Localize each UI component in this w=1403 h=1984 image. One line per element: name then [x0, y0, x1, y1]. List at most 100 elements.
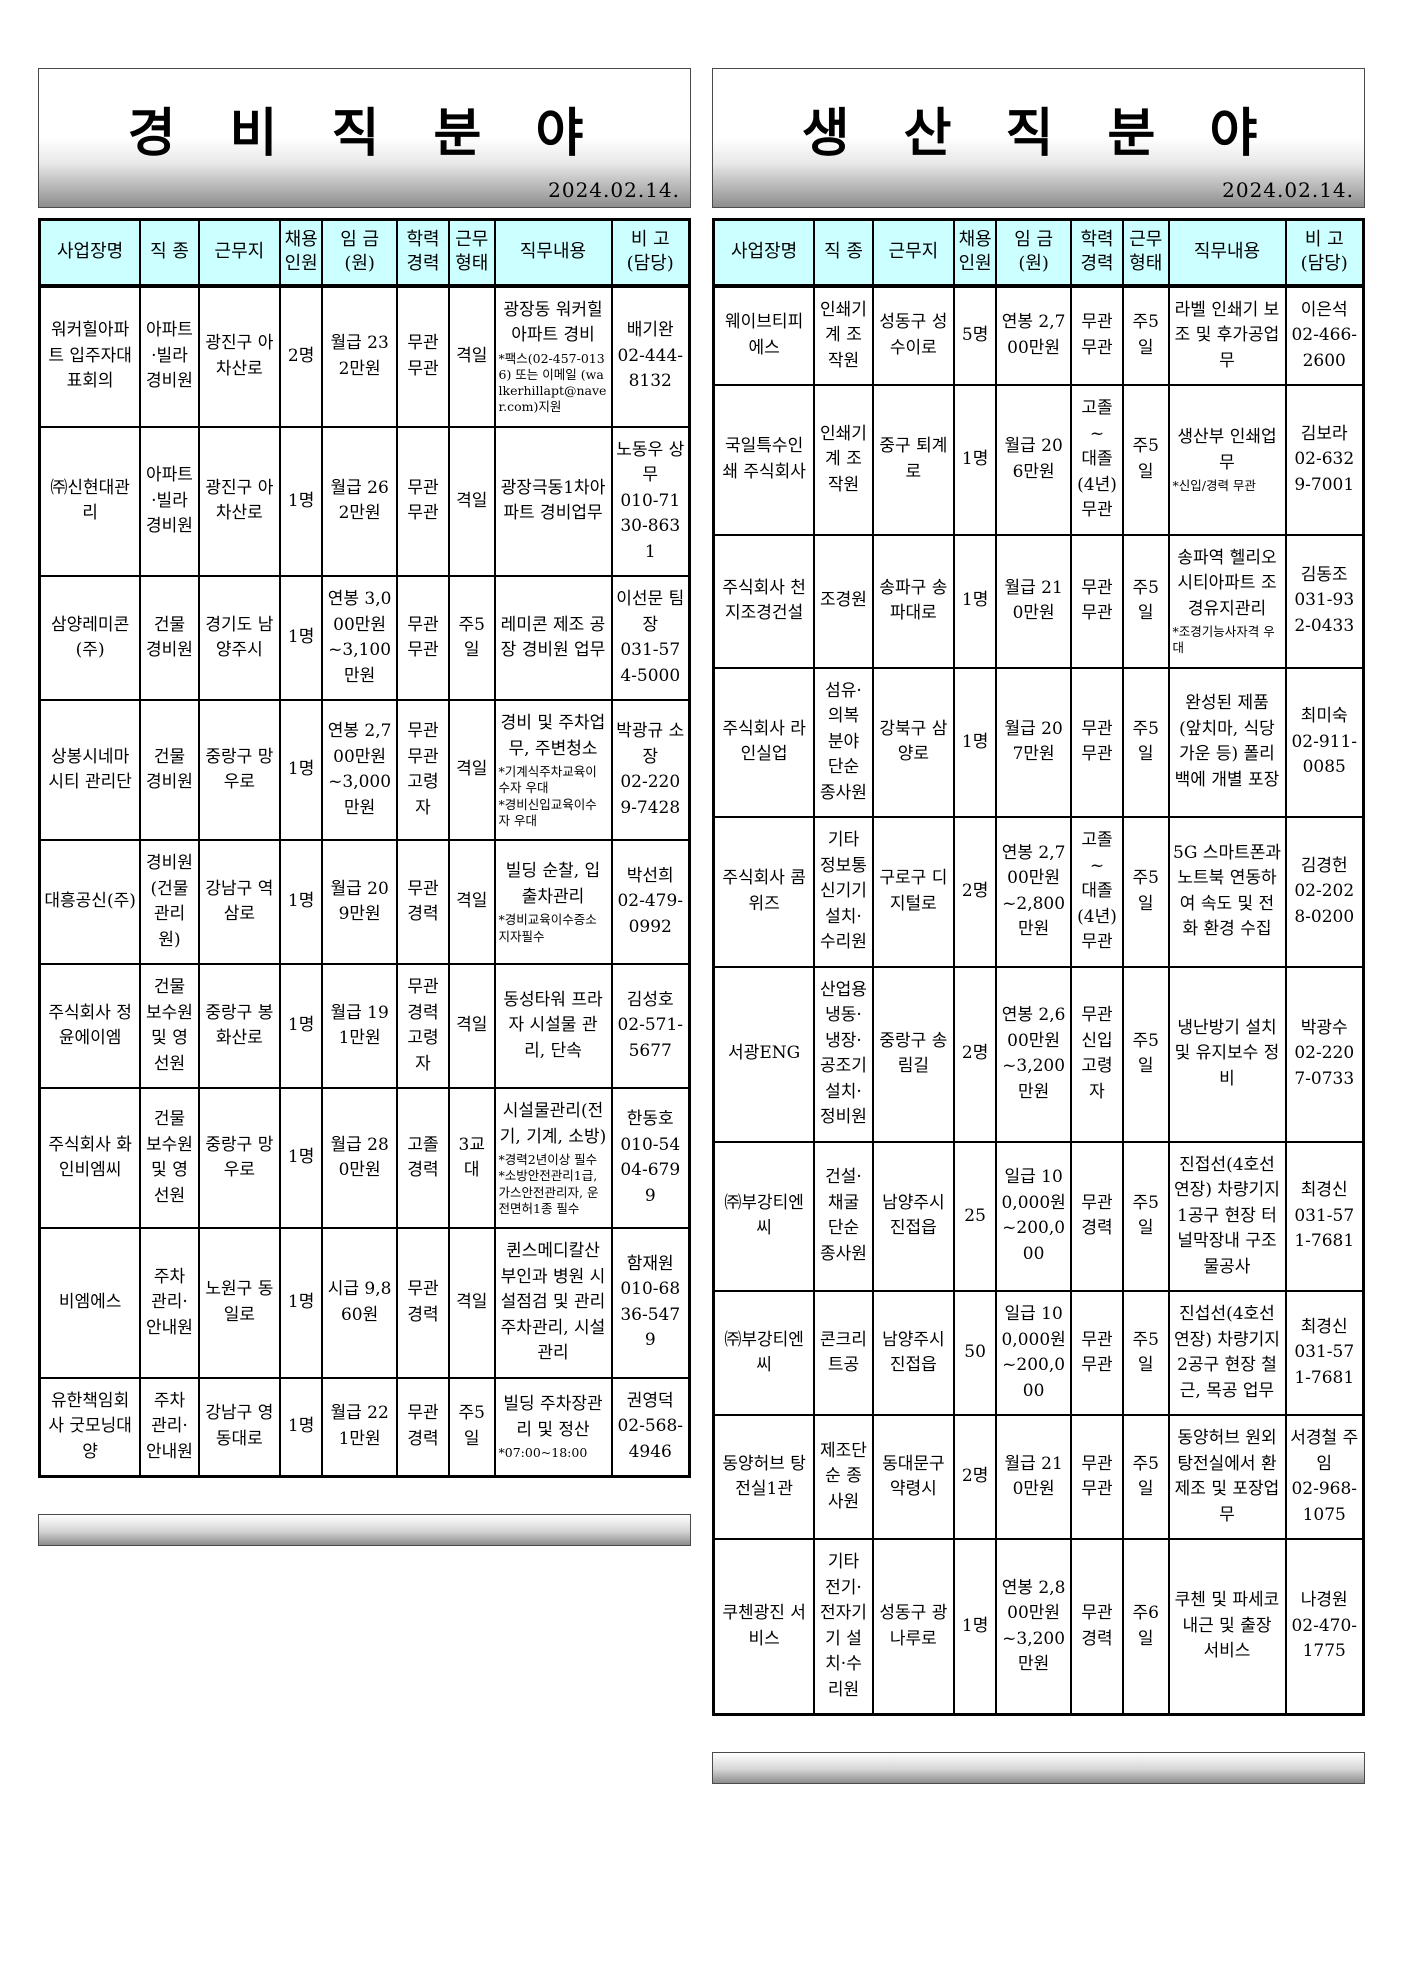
cell-location: 광진구 아차산로 [197, 284, 282, 428]
cell-company: 상봉시네마시티 관리단 [38, 699, 142, 842]
cell-wage: 월급 206만원 [995, 384, 1072, 536]
cell-hires: 1명 [952, 533, 998, 669]
table-row: ㈜부강티엔씨 콘크리트공 남양주시 진접읍 50 일급 100,000원 ~200,00… [712, 1290, 1365, 1417]
security-section-banner: 경 비 직 분 야 2024.02.14. [38, 68, 691, 208]
cell-contact: 박광수 02-2207-0733 [1284, 965, 1365, 1143]
cell-wage: 월급 210만원 [995, 533, 1072, 669]
cell-contact: 이은석 02-466-2600 [1284, 284, 1365, 387]
duty-text: 빌딩 주차장관리 및 정산 [503, 1394, 603, 1440]
cell-duty: 퀸스메디칼산부인과 병원 시설점검 및 관리 주차관리, 시설관리 [493, 1227, 613, 1379]
cell-hires: 1명 [278, 1227, 324, 1379]
cell-company: 유한책임회사 굿모닝대양 [38, 1376, 142, 1478]
cell-wage: 연봉 2,600만원 ~3,200만원 [995, 965, 1072, 1143]
cell-edu: 무관 무관 [1070, 1290, 1124, 1417]
cell-location: 송파구 송파대로 [871, 533, 956, 669]
cell-job: 경비원 (건물 관리원) [139, 839, 200, 966]
cell-duty: 동양허브 원외 탕전실에서 환 제조 및 포장업무 [1167, 1414, 1287, 1541]
cell-duty: 냉난방기 설치 및 유지보수 정비 [1167, 965, 1287, 1143]
cell-job: 건물 보수원 및 영선원 [139, 963, 200, 1090]
table-row: 삼양레미콘(주) 건물 경비원 경기도 남양주시 1명 연봉 3,000만원 ~3,10… [38, 575, 691, 702]
header-row: 사업장명 직 종 근무지 채용 인원 임 금 (원) 학력 경력 근무 형태 직무내용 비 고 … [38, 218, 691, 288]
cell-wage: 연봉 2,700만원 ~2,800만원 [995, 816, 1072, 968]
cell-contact: 김보라 02-6329-7001 [1284, 384, 1365, 536]
table-row: 서광ENG 산업용 냉동· 냉장· 공조기 설치· 정비원 중랑구 송림길 2명 연봉 … [712, 965, 1365, 1143]
cell-shift: 격일 [448, 284, 496, 428]
cell-hires: 5명 [952, 284, 998, 387]
header-row: 사업장명 직 종 근무지 채용 인원 임 금 (원) 학력 경력 근무 형태 직무내용 비 고 … [712, 218, 1365, 288]
cell-company: 서광ENG [712, 965, 816, 1143]
cell-shift: 주5일 [448, 575, 496, 702]
cell-job: 건물 경비원 [139, 699, 200, 842]
cell-wage: 연봉 3,000만원 ~3,100만원 [321, 575, 398, 702]
cell-contact: 배기완 02-444-8132 [610, 284, 691, 428]
cell-hires: 2명 [278, 284, 324, 428]
cell-hires: 1명 [952, 666, 998, 819]
duty-text: 레미콘 제조 공장 경비원 업무 [500, 614, 606, 661]
duty-text: 광장극동1차아파트 경비업무 [500, 477, 606, 524]
section-date: 2024.02.14. [548, 178, 680, 202]
cell-shift: 주5일 [1122, 533, 1170, 669]
column-header: 근무 형태 [1122, 218, 1170, 288]
column-header: 임 금 (원) [321, 218, 398, 288]
cell-company: 주식회사 정윤에이엠 [38, 963, 142, 1090]
cell-company: 웨이브티피에스 [712, 284, 816, 387]
cell-job: 조경원 [813, 533, 874, 669]
cell-job: 기타 정보통신기기 설치·수리원 [813, 816, 874, 968]
cell-job: 주차 관리· 안내원 [139, 1376, 200, 1478]
cell-company: 주식회사 콤위즈 [712, 816, 816, 968]
cell-duty: 생산부 인쇄업무 *신입/경력 무관 [1167, 384, 1287, 536]
cell-shift: 주5일 [1122, 284, 1170, 387]
cell-shift: 주5일 [1122, 1140, 1170, 1293]
duty-text: 완성된 제품 (앞치마, 식당가운 등) 폴리백에 개별 포장 [1174, 693, 1280, 790]
cell-contact: 서경철 주임 02-968-1075 [1284, 1414, 1365, 1541]
column-header: 임 금 (원) [995, 218, 1072, 288]
cell-company: 삼양레미콘(주) [38, 575, 142, 702]
cell-edu: 무관 경력 [396, 1376, 450, 1478]
cell-hires: 50 [952, 1290, 998, 1417]
cell-edu: 고졸~ 대졸(4년) 무관 [1070, 384, 1124, 536]
cell-hires: 25 [952, 1140, 998, 1293]
cell-contact: 김동조 031-932-0433 [1284, 533, 1365, 669]
cell-location: 강남구 영동대로 [197, 1376, 282, 1478]
cell-shift: 주5일 [1122, 1290, 1170, 1417]
table-row: 유한책임회사 굿모닝대양 주차 관리· 안내원 강남구 영동대로 1명 월급 221만원… [38, 1376, 691, 1478]
duty-text: 경비 및 주차업무, 주변청소 [500, 713, 606, 759]
cell-edu: 무관 무관 [1070, 666, 1124, 819]
table-row: 동양허브 탕전실1관 제조단순 종사원 동대문구 약령시 2명 월급 210만원 무관 무… [712, 1414, 1365, 1541]
column-header: 학력 경력 [1070, 218, 1124, 288]
table-row: 주식회사 콤위즈 기타 정보통신기기 설치·수리원 구로구 디지털로 2명 연봉 2,7… [712, 816, 1365, 968]
duty-text: 쿠첸 및 파세코 내근 및 출장 서비스 [1174, 1590, 1280, 1662]
cell-edu: 무관 경력 고령자 [396, 963, 450, 1090]
cell-wage: 일급 100,000원 ~200,000 [995, 1140, 1072, 1293]
cell-duty: 레미콘 제조 공장 경비원 업무 [493, 575, 613, 702]
cell-duty: 쿠첸 및 파세코 내근 및 출장 서비스 [1167, 1538, 1287, 1716]
cell-edu: 무관 신입 고령자 [1070, 965, 1124, 1143]
cell-duty: 광장동 워커힐아파트 경비 *팩스(02-457-0136) 또는 이메일 (wa… [493, 284, 613, 428]
cell-wage: 연봉 2,800만원 ~3,200만원 [995, 1538, 1072, 1716]
cell-edu: 무관 무관 [396, 575, 450, 702]
cell-hires: 1명 [278, 963, 324, 1090]
cell-edu: 무관 무관 [396, 284, 450, 428]
cell-location: 동대문구 약령시 [871, 1414, 956, 1541]
cell-contact: 노동우 상무 010-7130-8631 [610, 425, 691, 578]
duty-text: 시설물관리(전기, 기계, 소방) [499, 1101, 607, 1147]
cell-location: 노원구 동일로 [197, 1227, 282, 1379]
cell-location: 경기도 남양주시 [197, 575, 282, 702]
cell-edu: 무관 경력 [1070, 1538, 1124, 1716]
cell-company: 주식회사 천지조경건설 [712, 533, 816, 669]
cell-contact: 권영덕 02-568-4946 [610, 1376, 691, 1478]
cell-edu: 무관 무관 [1070, 284, 1124, 387]
cell-contact: 함재원 010-6836-5479 [610, 1227, 691, 1379]
cell-wage: 월급 209만원 [321, 839, 398, 966]
cell-contact: 박선희 02-479-0992 [610, 839, 691, 966]
table-row: 주식회사 라인실업 섬유·의복 분야 단순 종사원 강북구 삼양로 1명 월급 207만… [712, 666, 1365, 819]
cell-contact: 나경원 02-470-1775 [1284, 1538, 1365, 1716]
cell-hires: 1명 [952, 1538, 998, 1716]
cell-job: 아파트·빌라 경비원 [139, 425, 200, 578]
duty-text: 냉난방기 설치 및 유지보수 정비 [1174, 1017, 1280, 1089]
cell-contact: 김경헌 02-2028-0200 [1284, 816, 1365, 968]
duty-text: 5G 스마트폰과 노트북 연동하여 속도 및 전화 환경 수집 [1173, 842, 1281, 940]
cell-shift: 주5일 [1122, 384, 1170, 536]
cell-job: 아파트·빌라 경비원 [139, 284, 200, 428]
cell-shift: 격일 [448, 1227, 496, 1379]
